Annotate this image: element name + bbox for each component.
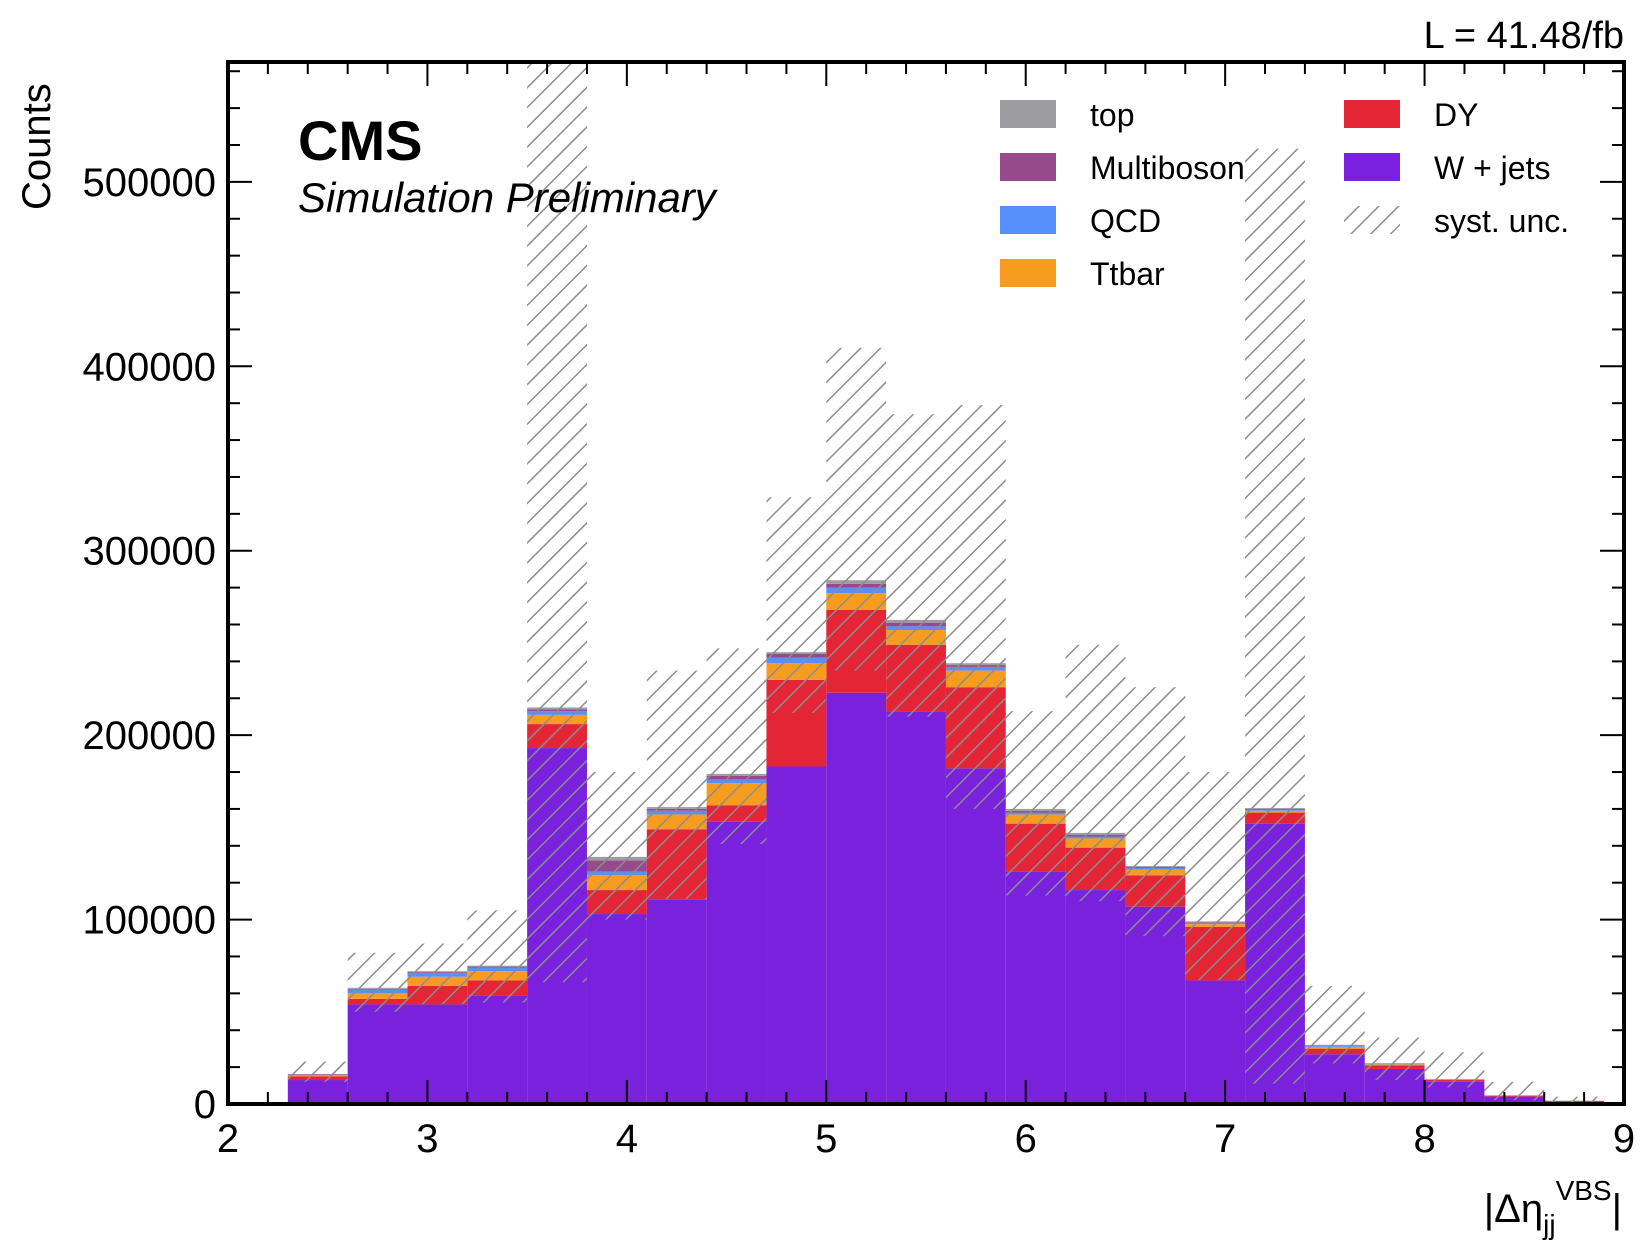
legend-label-ttbar: Ttbar — [1090, 256, 1165, 292]
x-tick-label: 8 — [1413, 1117, 1435, 1161]
bar-w-jets-0 — [287, 1080, 348, 1104]
syst-unc-band-1 — [347, 952, 408, 1012]
legend-label-dy: DY — [1434, 97, 1478, 133]
legend-label-qcd: QCD — [1090, 203, 1161, 239]
y-tick-label: 100000 — [83, 899, 216, 943]
syst-unc-band-20 — [1484, 1081, 1545, 1101]
syst-unc-band-4 — [527, 62, 587, 983]
legend: top Multiboson QCD Ttbar DY W + jets syst. unc… — [1000, 97, 1569, 292]
legend-swatch-top — [1000, 100, 1056, 128]
x-tick-label: 6 — [1015, 1117, 1037, 1161]
bar-w-jets-1 — [347, 1004, 408, 1104]
y-tick-label: 200000 — [83, 714, 216, 758]
bar-w-jets-11 — [945, 768, 1006, 1104]
x-tick-label: 9 — [1613, 1117, 1635, 1161]
bar-w-jets-3 — [467, 995, 528, 1104]
y-tick-label: 0 — [194, 1083, 216, 1127]
y-tick-label: 300000 — [83, 530, 216, 574]
syst-unc-band-19 — [1424, 1052, 1485, 1088]
y-tick-label: 500000 — [83, 161, 216, 205]
syst-unc-bands — [287, 62, 1605, 1104]
legend-swatch-multiboson — [1000, 153, 1056, 181]
legend-swatch-qcd — [1000, 206, 1056, 234]
bar-w-jets-2 — [407, 1004, 468, 1104]
x-tick-label: 5 — [815, 1117, 837, 1161]
x-tick-label: 3 — [416, 1117, 438, 1161]
syst-unc-band-9 — [826, 347, 887, 671]
legend-swatch-w-jets — [1344, 153, 1400, 181]
syst-unc-band-17 — [1304, 985, 1365, 1064]
axis-tick-labels: 2 3 4 5 6 7 8 9 0 100000 200000 300000 400000 500000 — [83, 161, 1636, 1161]
syst-unc-band-11 — [945, 405, 1006, 809]
bar-w-jets-6 — [646, 899, 707, 1104]
axis-ticks — [227, 62, 1625, 1105]
syst-unc-band-16 — [1245, 148, 1305, 1084]
plot-frame — [226, 60, 1626, 1106]
bar-w-jets-13 — [1065, 890, 1126, 1104]
legend-swatch-dy — [1344, 100, 1400, 128]
legend-label-syst-unc: syst. unc. — [1434, 203, 1569, 239]
syst-unc-band-7 — [706, 648, 767, 844]
legend-swatch-syst-unc — [1344, 206, 1400, 234]
bar-w-jets-15 — [1185, 980, 1246, 1104]
luminosity-label: L = 41.48/fb — [1424, 15, 1624, 57]
legend-label-w-jets: W + jets — [1434, 150, 1550, 186]
syst-unc-band-21 — [1544, 1096, 1605, 1104]
syst-unc-band-10 — [886, 414, 946, 717]
bar-w-jets-5 — [586, 914, 647, 1104]
syst-unc-band-5 — [586, 772, 647, 920]
syst-unc-band-12 — [1005, 711, 1066, 896]
bar-w-jets-9 — [826, 692, 887, 1104]
syst-unc-band-15 — [1185, 772, 1246, 981]
bar-w-jets-10 — [886, 711, 946, 1104]
x-tick-label: 4 — [616, 1117, 638, 1161]
syst-unc-band-0 — [287, 1061, 348, 1082]
bar-w-jets-12 — [1005, 871, 1066, 1104]
x-tick-label: 7 — [1214, 1117, 1236, 1161]
syst-unc-band-6 — [646, 670, 707, 900]
cms-label: CMS — [298, 109, 422, 172]
bar-w-jets-14 — [1125, 906, 1186, 1104]
syst-unc-band-14 — [1125, 687, 1186, 937]
legend-label-top: top — [1090, 97, 1134, 133]
syst-unc-band-18 — [1364, 1037, 1425, 1081]
x-tick-label: 2 — [217, 1117, 239, 1161]
bar-w-jets-8 — [766, 766, 827, 1104]
syst-unc-band-3 — [467, 910, 528, 1003]
legend-label-multiboson: Multiboson — [1090, 150, 1245, 186]
syst-unc-band-2 — [407, 943, 468, 1005]
y-axis-label: Counts — [15, 83, 59, 210]
syst-unc-band-8 — [766, 497, 827, 714]
simulation-preliminary-label: Simulation Preliminary — [298, 174, 719, 221]
x-axis-label: |ΔηjjVBS| — [1484, 1175, 1622, 1240]
syst-unc-band-13 — [1065, 644, 1126, 902]
y-tick-label: 400000 — [83, 345, 216, 389]
bar-w-jets-7 — [706, 821, 767, 1104]
legend-swatch-ttbar — [1000, 259, 1056, 287]
